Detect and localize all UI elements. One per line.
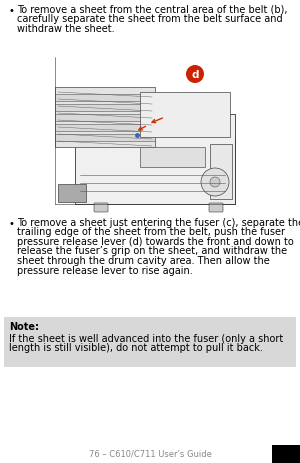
FancyBboxPatch shape — [58, 185, 86, 203]
Text: Note:: Note: — [9, 321, 39, 332]
Circle shape — [210, 178, 220, 188]
FancyBboxPatch shape — [55, 135, 155, 142]
FancyBboxPatch shape — [272, 445, 300, 463]
FancyBboxPatch shape — [30, 48, 270, 210]
FancyBboxPatch shape — [75, 115, 235, 205]
FancyBboxPatch shape — [55, 105, 155, 112]
FancyBboxPatch shape — [209, 204, 223, 213]
FancyBboxPatch shape — [55, 115, 155, 122]
Text: trailing edge of the sheet from the belt, push the fuser: trailing edge of the sheet from the belt… — [17, 227, 285, 237]
Text: To remove a sheet just entering the fuser (c), separate the: To remove a sheet just entering the fuse… — [17, 218, 300, 227]
Text: If the sheet is well advanced into the fuser (only a short: If the sheet is well advanced into the f… — [9, 333, 283, 343]
FancyBboxPatch shape — [140, 93, 230, 138]
FancyBboxPatch shape — [94, 204, 108, 213]
FancyBboxPatch shape — [55, 125, 155, 131]
Circle shape — [186, 66, 204, 84]
Text: sheet through the drum cavity area. Then allow the: sheet through the drum cavity area. Then… — [17, 256, 270, 265]
Text: length is still visible), do not attempt to pull it back.: length is still visible), do not attempt… — [9, 343, 263, 353]
FancyBboxPatch shape — [55, 88, 155, 148]
Text: To remove a sheet from the central area of the belt (b),: To remove a sheet from the central area … — [17, 5, 287, 15]
Text: carefully separate the sheet from the belt surface and: carefully separate the sheet from the be… — [17, 14, 283, 25]
Circle shape — [201, 169, 229, 197]
Text: pressure release lever (d) towards the front and down to: pressure release lever (d) towards the f… — [17, 237, 294, 246]
Text: •: • — [8, 6, 14, 16]
FancyBboxPatch shape — [55, 95, 155, 102]
Text: d: d — [191, 70, 199, 80]
Text: withdraw the sheet.: withdraw the sheet. — [17, 24, 115, 34]
Text: •: • — [8, 219, 14, 229]
FancyBboxPatch shape — [4, 317, 296, 367]
Text: 76 – C610/C711 User’s Guide: 76 – C610/C711 User’s Guide — [88, 449, 212, 458]
FancyBboxPatch shape — [210, 144, 232, 200]
FancyBboxPatch shape — [140, 148, 205, 168]
Text: release the fuser’s grip on the sheet, and withdraw the: release the fuser’s grip on the sheet, a… — [17, 246, 287, 256]
Text: pressure release lever to rise again.: pressure release lever to rise again. — [17, 265, 193, 275]
